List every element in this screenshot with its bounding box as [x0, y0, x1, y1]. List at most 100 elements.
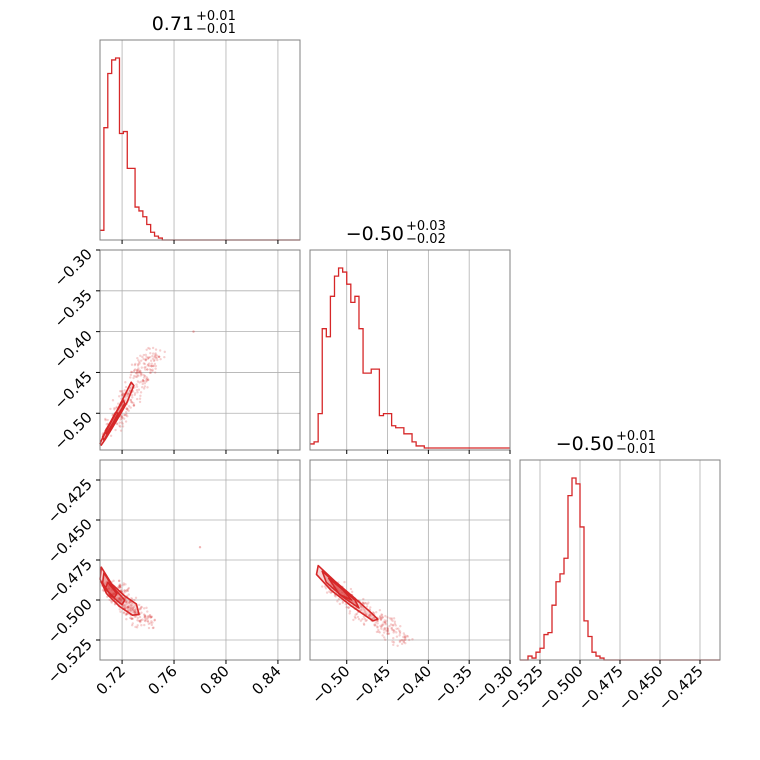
scatter-point — [369, 613, 372, 616]
scatter-point — [120, 415, 123, 418]
scatter-point — [146, 610, 149, 613]
scatter-point — [126, 408, 129, 411]
scatter-point — [125, 589, 128, 592]
scatter-point — [140, 385, 144, 389]
scatter-point — [110, 600, 113, 603]
scatter-point — [121, 392, 124, 395]
scatter-point — [124, 410, 128, 414]
scatter-point — [147, 356, 150, 359]
scatter-point — [140, 605, 143, 609]
scatter-point — [138, 369, 141, 372]
scatter-point — [130, 617, 133, 620]
scatter-point — [150, 364, 153, 368]
scatter-point — [136, 373, 139, 377]
scatter-point — [392, 631, 395, 634]
scatter-point — [134, 615, 138, 618]
scatter-point — [383, 638, 387, 641]
scatter-point — [145, 368, 149, 371]
scatter-point — [118, 596, 121, 599]
scatter-point — [381, 616, 384, 619]
scatter-point — [150, 362, 153, 365]
scatter-point — [367, 601, 370, 604]
grid — [310, 460, 511, 660]
scatter-point — [157, 355, 161, 359]
scatter-point — [108, 587, 111, 590]
scatter-point — [131, 396, 134, 399]
scatter-point — [124, 381, 127, 384]
scatter-point — [403, 636, 406, 639]
scatter-point — [119, 429, 123, 432]
scatter-point — [376, 622, 379, 625]
scatter-point — [404, 638, 407, 641]
scatter-point — [125, 612, 129, 616]
scatter-point — [109, 434, 113, 437]
scatter-point — [152, 364, 155, 368]
scatter-point — [149, 371, 152, 374]
scatter-point — [365, 619, 368, 622]
scatter-point — [141, 379, 145, 382]
scatter-point — [127, 587, 130, 591]
scatter-point — [119, 588, 123, 592]
scatter-point — [137, 363, 140, 366]
scatter-point — [379, 624, 382, 628]
scatter-point — [136, 380, 140, 383]
scatter-point — [329, 591, 332, 595]
scatter-point — [121, 393, 124, 397]
panel-frame — [99, 39, 301, 241]
scatter-point — [129, 606, 133, 609]
scatter-point — [393, 622, 397, 625]
scatter-point — [144, 618, 148, 621]
scatter-point — [383, 620, 387, 624]
scatter-point — [144, 619, 147, 623]
scatter-point — [393, 629, 396, 633]
scatter-point — [130, 608, 133, 612]
grid — [121, 40, 279, 240]
scatter-point — [391, 640, 394, 643]
scatter-point — [395, 635, 399, 638]
scatter-point — [156, 358, 159, 362]
scatter-point — [126, 588, 129, 592]
scatter-point — [149, 616, 153, 619]
scatter-point — [395, 627, 398, 630]
scatter-point — [376, 619, 379, 623]
scatter-point — [145, 379, 148, 382]
panel-frame — [309, 249, 511, 451]
scatter-point — [125, 600, 128, 604]
scatter-point — [136, 370, 139, 374]
scatter-point — [392, 643, 395, 647]
scatter-point — [378, 615, 382, 618]
scatter-point — [158, 349, 162, 352]
scatter-point — [119, 610, 122, 613]
scatter-point — [129, 398, 133, 402]
scatter-point — [404, 642, 407, 645]
scatter-point — [383, 627, 386, 630]
scatter-point — [143, 366, 146, 369]
scatter-point — [118, 421, 121, 424]
scatter-point — [139, 607, 142, 611]
scatter-point — [118, 585, 122, 589]
scatter-point — [120, 417, 123, 420]
scatter-point — [115, 405, 118, 409]
scatter-point — [143, 623, 146, 627]
scatter-point — [125, 407, 128, 410]
scatter-point — [123, 389, 126, 392]
scatter-point — [380, 613, 383, 616]
scatter-point — [134, 608, 138, 611]
scatter-point — [384, 622, 387, 625]
scatter-point — [133, 363, 137, 367]
scatter-point — [377, 630, 380, 633]
scatter-point — [151, 369, 154, 373]
scatter-point — [116, 422, 119, 426]
scatter-point — [136, 616, 140, 620]
scatter-point — [130, 393, 134, 397]
scatter-point — [127, 605, 130, 609]
scatter-point — [380, 624, 384, 628]
scatter-point — [147, 615, 151, 619]
scatter-point — [122, 583, 125, 587]
histogram-param-1 — [310, 267, 510, 449]
scatter-point — [384, 623, 388, 626]
scatter-point — [365, 612, 368, 615]
scatter-point — [138, 615, 142, 619]
scatter-point — [127, 608, 130, 612]
scatter-point — [119, 598, 123, 602]
